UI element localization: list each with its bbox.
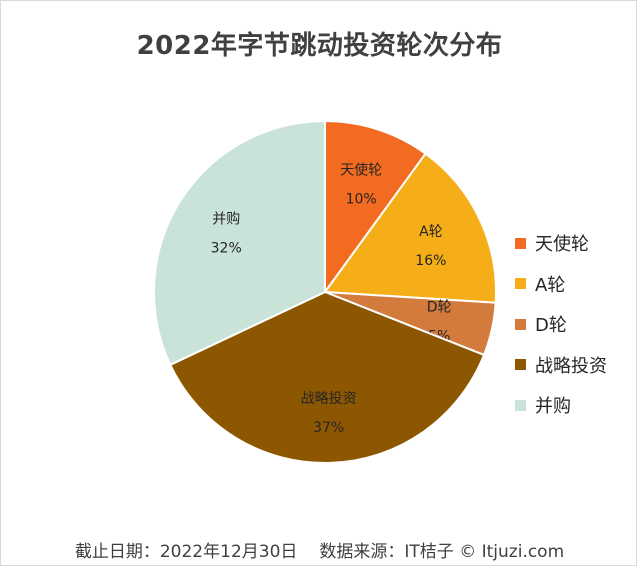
footer-date: 截止日期：2022年12月30日 bbox=[74, 542, 298, 562]
pie-value-label-0: 10% bbox=[346, 192, 377, 208]
pie-slice-0 bbox=[324, 120, 427, 293]
legend: 天使轮 A轮 D轮战略投资并购 bbox=[515, 223, 607, 426]
legend-swatch-1 bbox=[515, 278, 526, 290]
pie-label-4: 并购 bbox=[212, 211, 240, 227]
legend-label-2: D轮 bbox=[535, 315, 567, 337]
legend-label-1: A轮 bbox=[535, 274, 566, 296]
pie-value-label-1: 16% bbox=[415, 253, 446, 269]
legend-swatch-3 bbox=[515, 359, 526, 371]
footer-source: 数据来源：IT桔子 © Itjuzi.com bbox=[319, 542, 565, 562]
pie-value-label-4: 32% bbox=[211, 240, 242, 256]
legend-item-4: 并购 bbox=[515, 385, 607, 426]
pie-slice-1 bbox=[324, 152, 497, 304]
pie-slice-4 bbox=[153, 120, 326, 366]
legend-item-0: 天使轮 bbox=[515, 223, 607, 264]
legend-label-4: 并购 bbox=[535, 396, 571, 418]
pie-label-3: 战略投资 bbox=[301, 391, 357, 407]
legend-label-0: 天使轮 bbox=[535, 234, 589, 256]
pie-value-label-3: 37% bbox=[313, 420, 344, 436]
legend-swatch-2 bbox=[515, 318, 526, 330]
pie-label-2: D轮 bbox=[427, 300, 452, 316]
legend-item-2: D轮 bbox=[515, 304, 607, 345]
legend-swatch-0 bbox=[515, 237, 526, 249]
pie-slice-3 bbox=[169, 291, 485, 464]
pie-label-1: A轮 bbox=[419, 224, 443, 240]
legend-swatch-4 bbox=[515, 399, 526, 411]
chart-title: 2022年字节跳动投资轮次分布 bbox=[136, 31, 503, 61]
legend-item-1: A轮 bbox=[515, 264, 607, 305]
legend-item-3: 战略投资 bbox=[515, 345, 607, 386]
footer: 截止日期：2022年12月30日 数据来源：IT桔子 © Itjuzi.com bbox=[1, 537, 637, 562]
legend-label-3: 战略投资 bbox=[535, 355, 607, 377]
pie-label-0: 天使轮 bbox=[340, 162, 382, 179]
